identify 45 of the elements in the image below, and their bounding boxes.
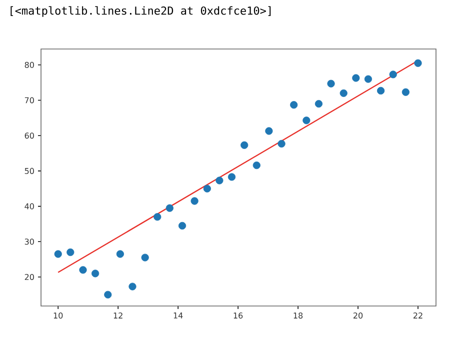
- point: [91, 270, 100, 278]
- y-tick-label: 20: [24, 274, 34, 280]
- point: [203, 184, 211, 192]
- point: [402, 88, 410, 96]
- point: [327, 80, 335, 88]
- point: [265, 127, 273, 135]
- point: [314, 100, 323, 108]
- point: [178, 222, 186, 230]
- point: [66, 248, 74, 256]
- point: [128, 282, 136, 290]
- point: [54, 250, 62, 258]
- x-tick-label: 18: [294, 312, 303, 319]
- text: [<matplotlib.lines.Line2D at 0xdcfce10>]: [10, 6, 271, 17]
- x-tick-label: 12: [114, 312, 122, 318]
- point: [141, 254, 149, 262]
- point: [228, 173, 236, 181]
- point: [302, 116, 310, 124]
- x-tick-label: 10: [54, 312, 63, 319]
- x-tick-label: 20: [354, 312, 363, 319]
- point: [240, 141, 248, 149]
- y-tick-label: 70: [24, 97, 34, 104]
- y-tick-label: 50: [24, 168, 34, 174]
- point: [252, 162, 260, 170]
- y-tick-label: 60: [24, 132, 34, 139]
- point: [278, 140, 286, 148]
- point: [290, 101, 298, 109]
- point: [166, 204, 174, 212]
- point: [389, 70, 397, 78]
- y-tick-label: 40: [24, 203, 34, 210]
- x-tick-label: 14: [174, 312, 183, 318]
- point: [352, 74, 360, 82]
- y-tick-label: 30: [24, 238, 34, 245]
- point: [154, 213, 162, 221]
- x-tick-label: 16: [234, 312, 243, 319]
- point: [414, 59, 422, 67]
- point: [104, 290, 112, 298]
- point: [79, 266, 87, 274]
- point: [190, 197, 198, 205]
- point: [377, 86, 385, 95]
- point: [364, 75, 372, 83]
- point: [116, 250, 124, 258]
- point: [340, 89, 348, 97]
- y-tick-label: 80: [24, 62, 34, 68]
- point: [216, 176, 224, 184]
- x-tick-label: 22: [413, 312, 422, 318]
